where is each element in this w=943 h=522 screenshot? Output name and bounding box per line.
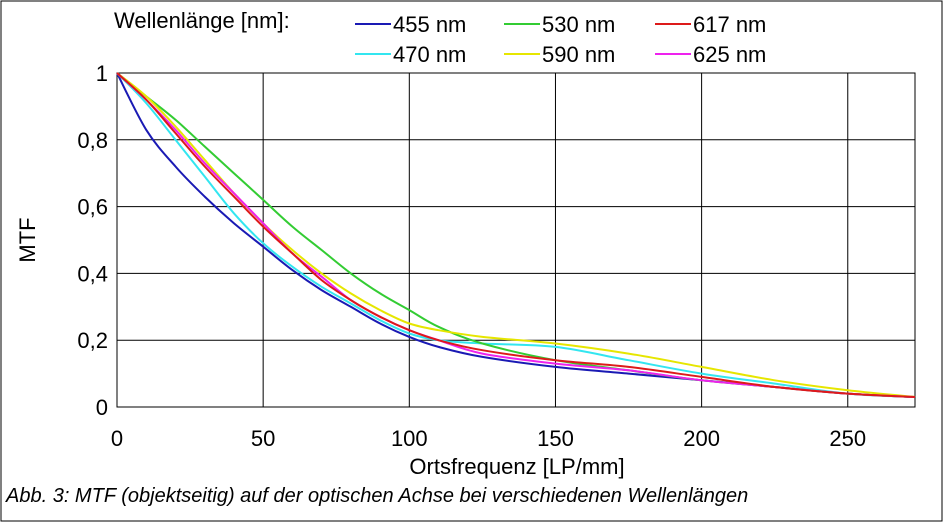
y-tick-label: 0,2 xyxy=(77,328,108,353)
x-tick-label: 150 xyxy=(537,426,574,451)
legend-item-530-nm: 530 nm xyxy=(504,12,615,38)
series-line-590-nm xyxy=(116,72,916,398)
plot-border xyxy=(116,72,916,408)
legend-item-617-nm: 617 nm xyxy=(655,12,766,38)
x-tick-label: 100 xyxy=(391,426,428,451)
legend-swatch xyxy=(655,53,691,56)
y-tick-label: 0,4 xyxy=(77,261,108,286)
legend-item-625-nm: 625 nm xyxy=(655,42,766,68)
legend-label: 625 nm xyxy=(693,42,767,67)
legend-label: 590 nm xyxy=(542,42,616,67)
legend-label: 470 nm xyxy=(393,42,467,67)
y-axis-label: MTF xyxy=(15,217,40,263)
legend-item-455-nm: 455 nm xyxy=(355,12,466,38)
x-axis-label: Ortsfrequenz [LP/mm] xyxy=(409,454,625,479)
series-line-617-nm xyxy=(116,72,916,398)
legend-title: Wellenlänge [nm]: xyxy=(114,8,290,33)
x-tick-label: 0 xyxy=(111,426,123,451)
y-tick-label: 0,6 xyxy=(77,195,108,220)
series-line-470-nm xyxy=(116,72,916,398)
legend-label: 617 nm xyxy=(693,12,767,37)
legend-swatch xyxy=(504,53,540,56)
legend-label: 530 nm xyxy=(542,12,616,37)
legend-swatch xyxy=(504,23,540,26)
series-line-625-nm xyxy=(116,72,916,398)
y-tick-label: 0,8 xyxy=(77,128,108,153)
y-tick-label: 0 xyxy=(96,395,108,420)
series-line-530-nm xyxy=(116,72,916,398)
legend-item-590-nm: 590 nm xyxy=(504,42,615,68)
x-tick-label: 200 xyxy=(683,426,720,451)
y-tick-label: 1 xyxy=(96,61,108,86)
x-tick-label: 250 xyxy=(829,426,866,451)
legend-swatch xyxy=(355,53,391,56)
figure-caption: Abb. 3: MTF (objektseitig) auf der optis… xyxy=(6,485,749,507)
legend-item-470-nm: 470 nm xyxy=(355,42,466,68)
legend-swatch xyxy=(355,23,391,26)
x-tick-label: 50 xyxy=(251,426,275,451)
legend-swatch xyxy=(655,23,691,26)
series-line-455-nm xyxy=(116,72,916,398)
legend-label: 455 nm xyxy=(393,12,467,37)
